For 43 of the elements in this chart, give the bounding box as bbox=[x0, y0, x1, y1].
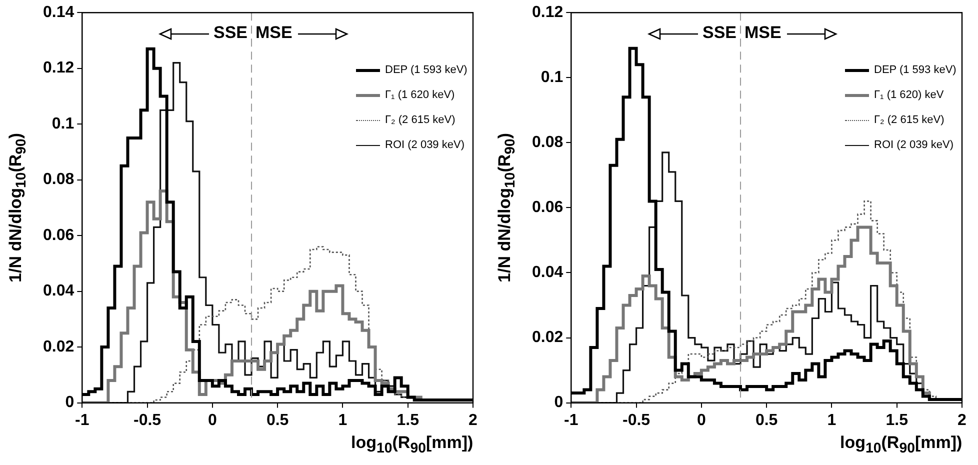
y-tick-label: 0.06 bbox=[532, 199, 564, 216]
y-tick-label: 0.12 bbox=[43, 60, 74, 77]
x-tick-label: 1 bbox=[338, 412, 348, 429]
y-tick-label: 0.1 bbox=[52, 115, 74, 132]
legend-label: ROI (2 039 keV) bbox=[874, 139, 954, 152]
x-axis-title: log$_{10}$(R$_{90}$[mm]) bbox=[840, 432, 962, 456]
legend-label: Γ₁ (1 620 keV) bbox=[385, 89, 455, 102]
x-tick-label: -0.5 bbox=[133, 412, 162, 429]
x-tick-label: 2 bbox=[958, 412, 967, 429]
y-tick-label: 0.04 bbox=[532, 264, 564, 282]
legend-label: ROI (2 039 keV) bbox=[385, 139, 464, 152]
legend-label: Γ₁ (1 620) keV bbox=[874, 89, 944, 102]
annotation: MSE bbox=[256, 22, 292, 43]
x-tick-label: 0 bbox=[696, 412, 706, 429]
annotation: SSE bbox=[214, 22, 248, 43]
x-axis-title: log$_{10}$(R$_{90}$[mm]) bbox=[351, 432, 474, 456]
y-tick-label: 0 bbox=[65, 394, 74, 412]
legend-label: Γ₂ (2 615 keV) bbox=[874, 114, 944, 126]
x-tick-label: -1 bbox=[564, 412, 578, 429]
legend-label: DEP (1 593 keV) bbox=[874, 64, 956, 76]
x-tick-label: 0.5 bbox=[266, 412, 289, 429]
x-tick-label: 0 bbox=[208, 412, 217, 429]
y-tick-label: 0.1 bbox=[540, 69, 564, 86]
y-tick-label: 0.06 bbox=[43, 226, 74, 244]
y-tick-label: 0.08 bbox=[532, 134, 564, 152]
y-tick-label: 0.02 bbox=[532, 329, 564, 346]
legend-label: Γ₂ (2 615 keV) bbox=[385, 114, 456, 126]
y-tick-label: 0.12 bbox=[532, 4, 564, 22]
y-tick-label: 0.14 bbox=[43, 4, 74, 22]
y-tick-label: 0 bbox=[554, 394, 564, 412]
x-tick-label: 1.5 bbox=[886, 412, 908, 429]
y-tick-label: 0.04 bbox=[43, 282, 74, 300]
x-tick-label: 1 bbox=[827, 412, 836, 429]
x-tick-label: 0.5 bbox=[755, 412, 778, 429]
legend-label: DEP (1 593 keV) bbox=[385, 64, 468, 76]
annotation: SSE bbox=[702, 22, 737, 43]
y-tick-label: 0.08 bbox=[43, 171, 74, 188]
x-tick-label: -1 bbox=[75, 412, 90, 429]
x-tick-label: 2 bbox=[468, 412, 478, 429]
x-tick-label: 1.5 bbox=[396, 412, 420, 429]
x-tick-label: -0.5 bbox=[622, 412, 650, 429]
annotation: MSE bbox=[744, 22, 782, 43]
y-tick-label: 0.02 bbox=[43, 338, 74, 356]
